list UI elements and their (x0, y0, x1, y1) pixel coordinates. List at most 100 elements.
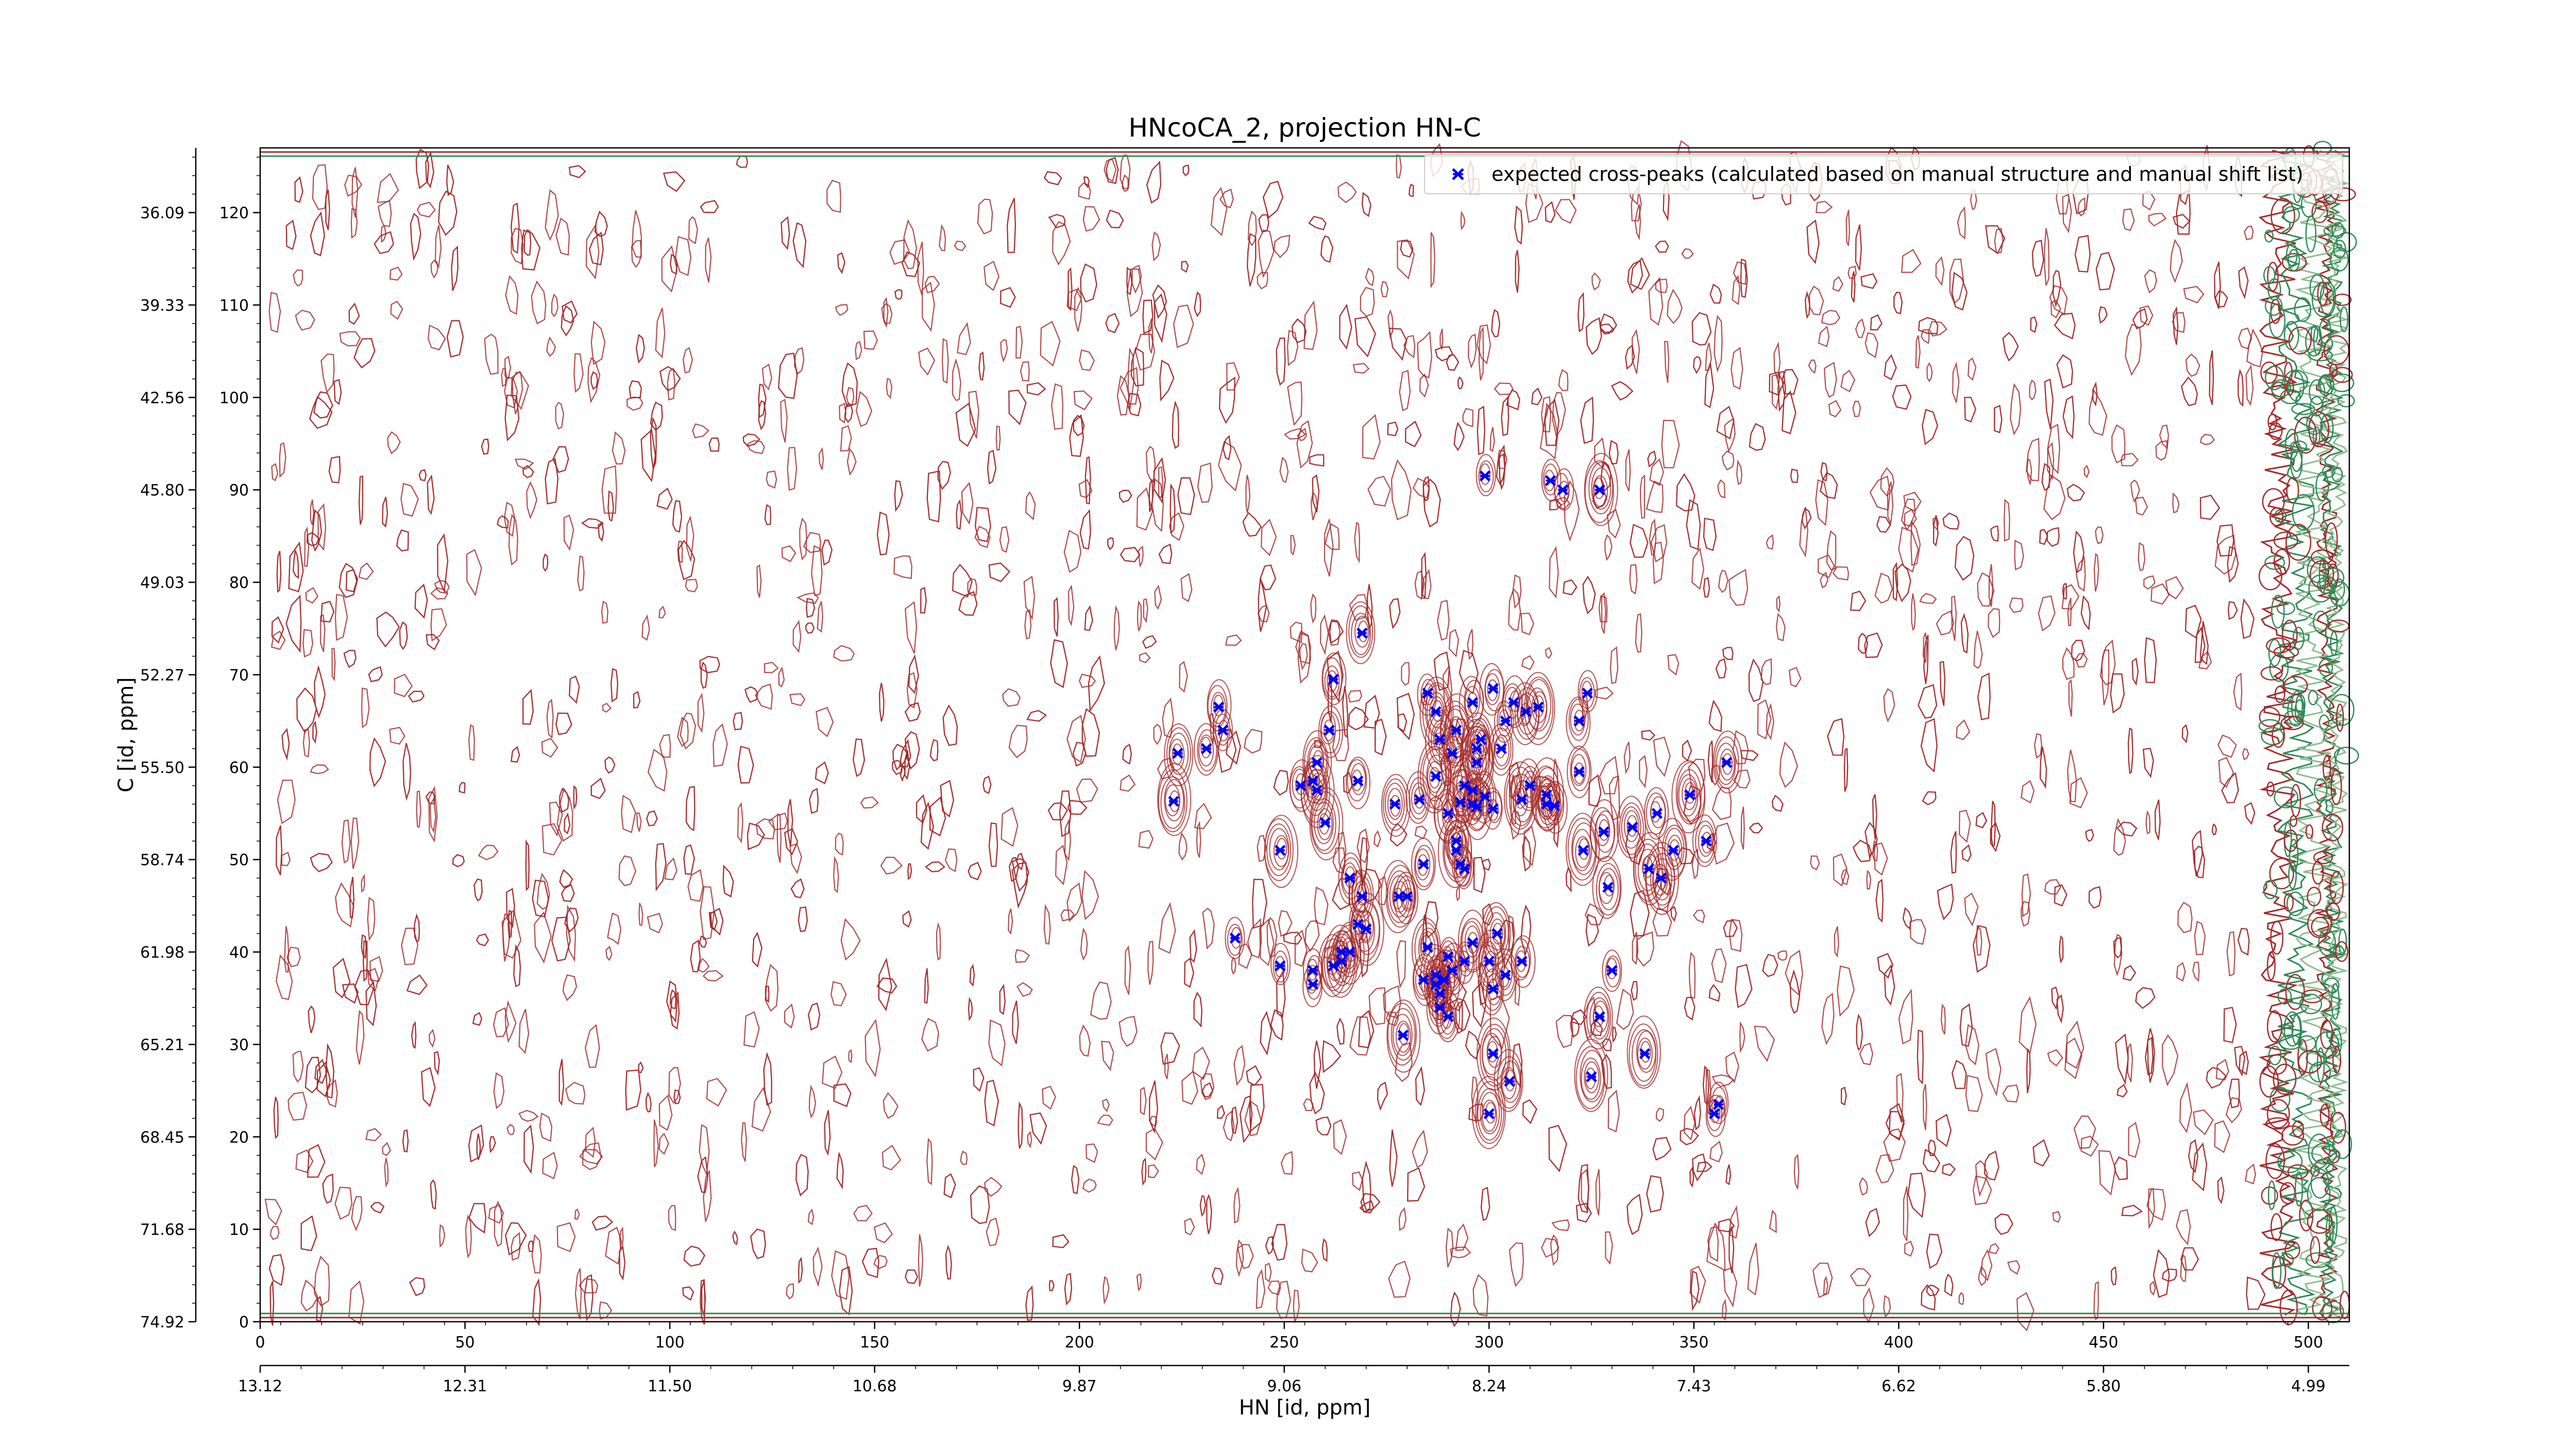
x-tick-label: 100 (655, 1334, 684, 1352)
cross-peak-marker (1520, 706, 1532, 717)
cross-peak-marker (1389, 798, 1401, 810)
cross-peak-marker (1496, 743, 1507, 754)
cross-peak-marker (1668, 845, 1679, 856)
cross-peak-marker (1443, 1011, 1454, 1022)
x-tick-label: 50 (455, 1334, 474, 1352)
y-axis-index: 0 10 20 30 40 50 60 70 80 90 100 110 120 (219, 157, 260, 1332)
cross-peak-marker (1467, 697, 1479, 708)
cross-peak-marker (1626, 821, 1638, 833)
y-tick-label: 80 (229, 574, 249, 592)
y-ppm-tick-label: 65.21 (140, 1036, 184, 1054)
cross-peak-marker (1471, 801, 1483, 813)
y-tick-label: 0 (239, 1313, 249, 1332)
y-tick-label: 10 (229, 1221, 249, 1239)
cross-peak-marker (1500, 969, 1511, 981)
cross-peak-marker (1446, 965, 1458, 976)
cross-peak-marker (1422, 687, 1433, 699)
x-ppm-tick-label: 6.62 (1882, 1377, 1916, 1395)
cross-peak-marker (1471, 743, 1483, 754)
cross-peak-marker (1479, 791, 1491, 802)
y-ppm-tick-label: 52.27 (140, 666, 184, 684)
cross-peak-marker (1492, 928, 1503, 939)
cross-peak-marker (1487, 1048, 1499, 1059)
cross-peak-marker (1275, 960, 1286, 972)
cross-peak-marker (1532, 701, 1544, 713)
y-ppm-tick-label: 71.68 (140, 1221, 184, 1239)
y-ppm-tick-label: 58.74 (140, 851, 184, 869)
cross-peak-marker (1328, 960, 1339, 972)
y-ppm-tick-label: 49.03 (140, 574, 184, 592)
x-axis-index: 0 50 100 150 200 250 300 350 400 450 500 (255, 1322, 2329, 1352)
cross-peak-marker (1336, 955, 1347, 967)
cross-peak-marker (1352, 775, 1364, 787)
cross-peak-marker (1307, 775, 1319, 787)
y-ppm-tick-label: 74.92 (140, 1313, 184, 1332)
cross-peak-marker (1684, 789, 1696, 801)
y-tick-label: 70 (229, 666, 249, 684)
cross-peak-marker (1446, 748, 1458, 759)
cross-peak-marker (1434, 734, 1446, 745)
cross-peak-marker (1516, 794, 1528, 805)
cross-peak-marker (1483, 1108, 1495, 1120)
cross-peak-marker (1602, 882, 1614, 893)
cross-peak-marker (1357, 627, 1368, 639)
cross-peak-marker (1487, 983, 1499, 995)
cross-peak-marker (1549, 800, 1561, 812)
cross-peak-marker (1434, 1002, 1446, 1013)
cross-peak-marker (1307, 979, 1319, 990)
expected-cross-peak-markers (1168, 470, 1733, 1120)
cross-peak-marker (1606, 965, 1618, 976)
cross-peak-marker (1500, 715, 1511, 727)
legend: expected cross-peaks (calculated based o… (1424, 154, 2343, 194)
x-tick-label: 0 (255, 1334, 265, 1352)
cross-peak-marker (1508, 697, 1519, 708)
cross-peak-marker (1557, 484, 1569, 496)
cross-peak-marker (1598, 826, 1609, 838)
cross-peak-marker (1594, 1011, 1605, 1022)
cross-peak-marker (1344, 872, 1355, 884)
cross-peak-marker (1430, 706, 1442, 717)
cross-peak-marker (1721, 757, 1733, 768)
cross-peak-marker (1311, 757, 1323, 768)
cross-peak-marker (1594, 484, 1605, 496)
x-ppm-tick-label: 10.68 (853, 1377, 897, 1395)
cross-peak-marker (1360, 923, 1372, 935)
x-ppm-tick-label: 11.50 (648, 1377, 692, 1395)
x-tick-label: 450 (2089, 1334, 2118, 1352)
cross-peak-marker (1573, 715, 1585, 727)
y-tick-label: 30 (229, 1036, 249, 1054)
cross-peak-marker (1450, 835, 1462, 847)
cross-peak-marker (1582, 687, 1593, 699)
x-tick-label: 250 (1269, 1334, 1299, 1352)
legend-label: expected cross-peaks (calculated based o… (1492, 163, 2303, 186)
y-tick-label: 50 (229, 851, 249, 869)
x-tick-label: 400 (1884, 1334, 1913, 1352)
cross-peak-marker (1213, 701, 1225, 713)
cross-peak-marker (1516, 955, 1528, 967)
cross-peak-marker (1708, 1108, 1720, 1120)
cross-peak-marker (1524, 780, 1536, 791)
y-tick-label: 90 (229, 482, 249, 500)
cross-peak-marker (1357, 891, 1368, 902)
cross-peak-marker (1459, 955, 1470, 967)
x-tick-label: 200 (1065, 1334, 1094, 1352)
x-ppm-tick-label: 12.31 (443, 1377, 487, 1395)
legend-marker-icon (1452, 168, 1464, 180)
x-ppm-tick-label: 8.24 (1472, 1377, 1506, 1395)
x-axis-ppm: 13.12 12.31 11.50 10.68 9.87 9.06 8.24 7.43 6.62… (238, 1364, 2349, 1395)
cross-peak-marker (1295, 780, 1307, 791)
x-ppm-tick-label: 13.12 (238, 1377, 282, 1395)
cross-peak-marker (1430, 969, 1442, 981)
cross-peak-marker (1336, 946, 1347, 958)
x-tick-label: 500 (2294, 1334, 2323, 1352)
y-ppm-tick-label: 55.50 (140, 759, 184, 777)
cross-peak-marker (1454, 797, 1466, 808)
y-tick-label: 100 (219, 389, 249, 407)
cross-peak-marker (1401, 891, 1413, 902)
y-axis-label: C [id, ppm] (114, 677, 138, 793)
cross-peak-marker (1586, 1071, 1597, 1083)
cross-peak-marker (1459, 780, 1470, 791)
cross-peak-marker (1479, 470, 1491, 482)
cross-peak-marker (1471, 757, 1483, 768)
cross-peak-marker (1311, 784, 1323, 796)
